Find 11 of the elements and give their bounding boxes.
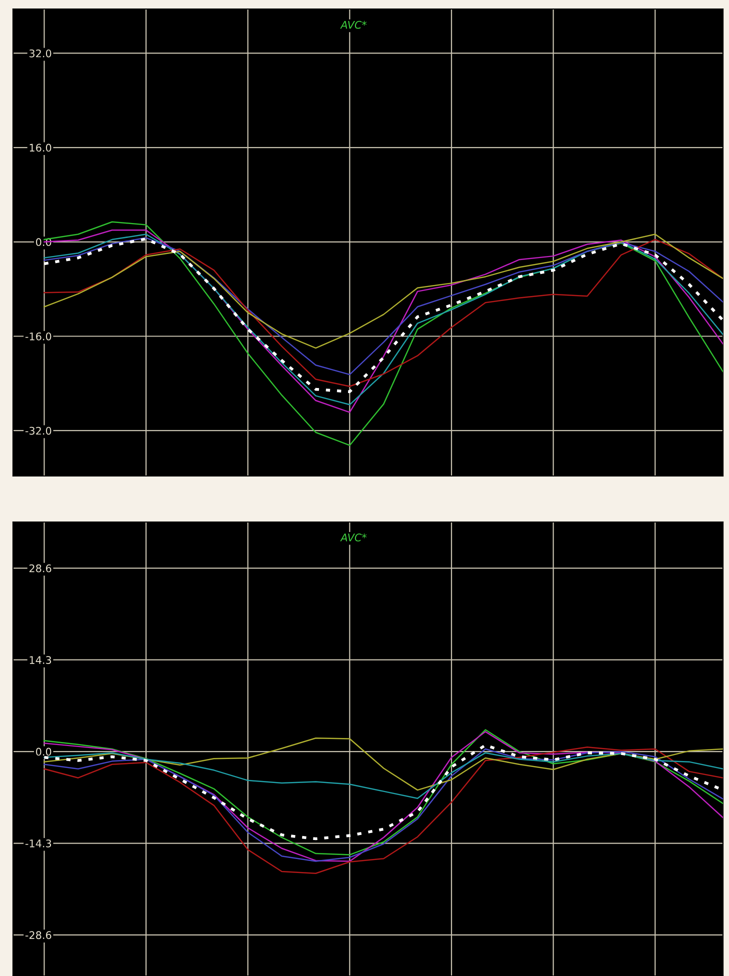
- y-tick-label: -32.0: [25, 426, 52, 435]
- y-tick-label: -28.6: [25, 931, 52, 940]
- annotation: AVC*: [340, 20, 367, 29]
- y-tick-label: 32.0: [29, 49, 52, 58]
- y-tick-label: 14.3: [30, 656, 52, 664]
- y-tick-label: 28.6: [29, 564, 52, 572]
- y-tick-label: -16.0: [25, 332, 52, 340]
- annotation: AVC*: [340, 534, 367, 542]
- y-tick-label: 16.0: [30, 144, 52, 152]
- y-tick-label: -14.3: [25, 839, 52, 848]
- y-tick-label: 0.0: [36, 748, 52, 756]
